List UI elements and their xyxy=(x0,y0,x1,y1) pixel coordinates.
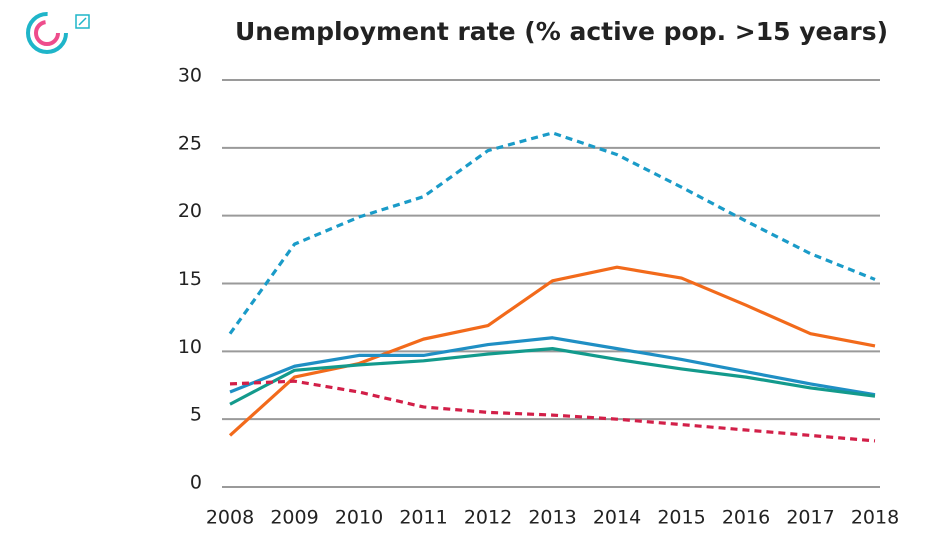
y-tick-label: 20 xyxy=(178,200,202,222)
series-line xyxy=(229,336,876,397)
y-tick-label: 30 xyxy=(178,65,202,87)
x-tick-label: 2014 xyxy=(593,507,641,529)
x-tick-label: 2018 xyxy=(851,507,899,529)
logo xyxy=(26,12,68,54)
external-link-icon[interactable] xyxy=(75,14,90,29)
y-tick-label: 0 xyxy=(190,472,202,494)
x-tick-label: 2017 xyxy=(786,507,834,529)
y-tick-label: 5 xyxy=(190,404,202,426)
series-line xyxy=(228,131,876,335)
x-tick-label: 2008 xyxy=(206,507,254,529)
y-tick-label: 10 xyxy=(178,336,202,358)
chart-title: Unemployment rate (% active pop. >15 yea… xyxy=(235,17,888,46)
x-tick-label: 2015 xyxy=(657,507,705,529)
x-tick-label: 2013 xyxy=(528,507,576,529)
x-tick-label: 2009 xyxy=(270,507,318,529)
x-tick-label: 2016 xyxy=(722,507,770,529)
y-tick-label: 25 xyxy=(178,132,202,154)
y-tick-label: 15 xyxy=(178,268,202,290)
series-line xyxy=(229,347,876,406)
series-line xyxy=(229,379,876,443)
x-tick-label: 2010 xyxy=(335,507,383,529)
x-tick-label: 2012 xyxy=(464,507,512,529)
x-tick-label: 2011 xyxy=(399,507,447,529)
